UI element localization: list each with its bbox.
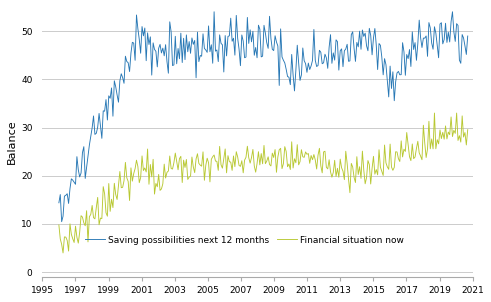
Saving possibilities next 12 months: [362, 31, 368, 35]
Financial situation now: [322, 149, 328, 153]
Line: Saving possibilities next 12 months: Saving possibilities next 12 months: [59, 12, 468, 222]
Saving possibilities next 12 months: [211, 10, 217, 14]
Legend: Saving possibilities next 12 months, Financial situation now: Saving possibilities next 12 months, Fin…: [82, 232, 408, 248]
Financial situation now: [90, 216, 96, 220]
Saving possibilities next 12 months: [415, 42, 421, 45]
Line: Financial situation now: Financial situation now: [59, 113, 468, 253]
Y-axis label: Balance: Balance: [7, 120, 17, 164]
Financial situation now: [361, 168, 367, 172]
Saving possibilities next 12 months: [239, 33, 245, 37]
Financial situation now: [465, 128, 471, 131]
Financial situation now: [238, 165, 244, 168]
Financial situation now: [56, 223, 62, 227]
Financial situation now: [110, 206, 116, 209]
Financial situation now: [60, 251, 66, 255]
Financial situation now: [413, 146, 419, 150]
Saving possibilities next 12 months: [90, 114, 96, 118]
Financial situation now: [432, 111, 437, 115]
Saving possibilities next 12 months: [56, 201, 62, 204]
Saving possibilities next 12 months: [465, 34, 471, 38]
Saving possibilities next 12 months: [324, 56, 329, 59]
Saving possibilities next 12 months: [59, 220, 65, 223]
Saving possibilities next 12 months: [110, 114, 116, 118]
